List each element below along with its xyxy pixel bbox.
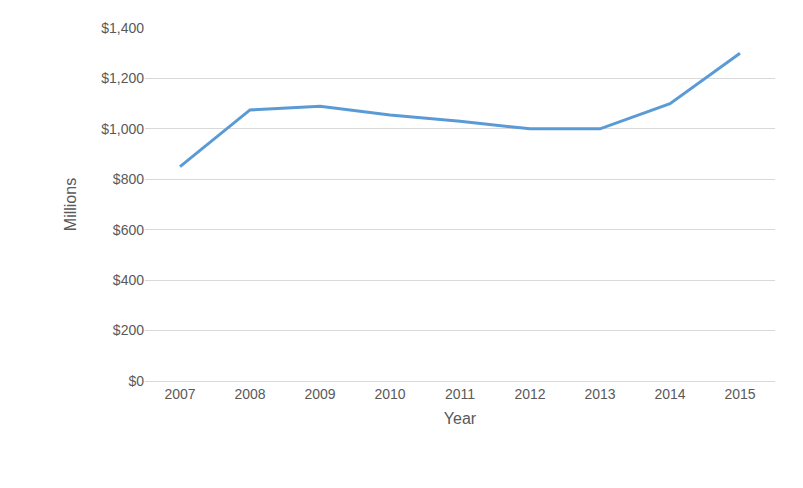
svg-text:$600: $600 bbox=[113, 222, 144, 238]
svg-text:2014: 2014 bbox=[654, 386, 685, 402]
svg-text:2011: 2011 bbox=[445, 386, 475, 402]
svg-text:2015: 2015 bbox=[724, 386, 755, 402]
svg-text:2010: 2010 bbox=[374, 386, 405, 402]
svg-text:$800: $800 bbox=[113, 171, 144, 187]
svg-text:$1,000: $1,000 bbox=[101, 121, 144, 137]
svg-text:2009: 2009 bbox=[304, 386, 335, 402]
svg-text:Year: Year bbox=[444, 410, 477, 427]
svg-text:2012: 2012 bbox=[514, 386, 545, 402]
svg-text:2013: 2013 bbox=[584, 386, 615, 402]
svg-text:2007: 2007 bbox=[164, 386, 195, 402]
svg-text:$1,200: $1,200 bbox=[101, 70, 144, 86]
svg-text:$400: $400 bbox=[113, 272, 144, 288]
svg-text:Millions: Millions bbox=[62, 178, 79, 231]
svg-text:$0: $0 bbox=[128, 373, 144, 389]
svg-text:2008: 2008 bbox=[234, 386, 265, 402]
svg-text:$1,400: $1,400 bbox=[101, 20, 144, 36]
svg-text:$200: $200 bbox=[113, 322, 144, 338]
